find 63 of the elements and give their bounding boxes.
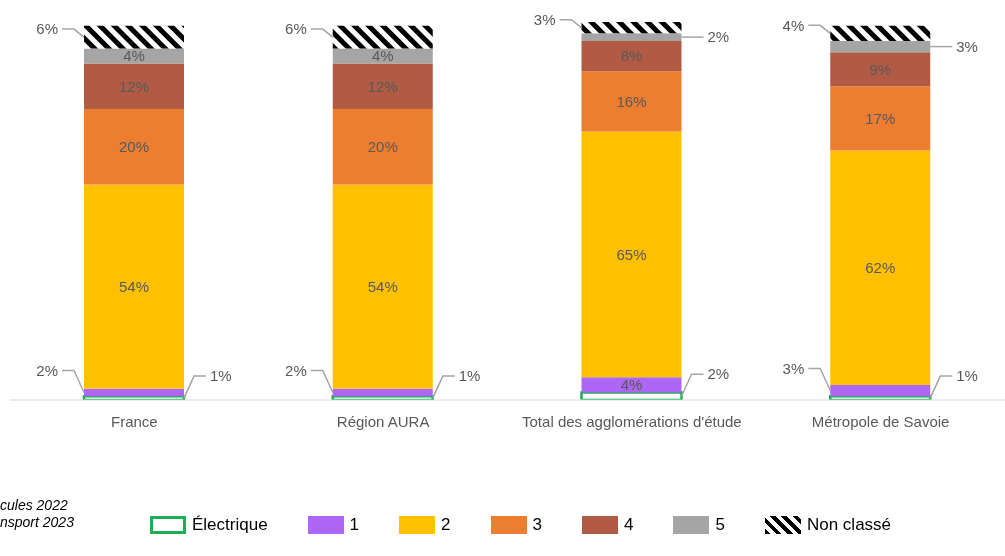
x-tick-label: France bbox=[111, 412, 158, 430]
bar bbox=[830, 52, 931, 87]
data-label: 9% bbox=[869, 60, 892, 78]
bar bbox=[84, 388, 184, 397]
data-label: 4% bbox=[782, 16, 805, 34]
data-label: 16% bbox=[616, 92, 647, 110]
data-label: 1% bbox=[210, 367, 232, 385]
data-label: 6% bbox=[285, 20, 307, 38]
legend-label: 4 bbox=[624, 515, 634, 535]
data-label: 65% bbox=[616, 245, 647, 263]
bar bbox=[830, 384, 931, 397]
bar bbox=[830, 86, 931, 151]
bar bbox=[84, 48, 184, 64]
data-label: 3% bbox=[782, 359, 805, 377]
data-label: 12% bbox=[367, 77, 398, 95]
bar bbox=[581, 131, 682, 378]
bar bbox=[332, 25, 433, 49]
data-label: 20% bbox=[367, 137, 398, 155]
bar bbox=[84, 108, 184, 185]
bar bbox=[332, 108, 433, 185]
data-label: 62% bbox=[865, 258, 896, 276]
data-label: 1% bbox=[956, 367, 978, 385]
legend-label: 1 bbox=[349, 515, 360, 535]
bar bbox=[830, 25, 931, 41]
data-label: 2% bbox=[707, 365, 730, 383]
data-label: 3% bbox=[533, 10, 556, 28]
data-label: 54% bbox=[118, 277, 150, 295]
bar bbox=[84, 184, 184, 389]
data-label: 54% bbox=[367, 277, 398, 295]
bar bbox=[332, 63, 433, 109]
x-tick-label: Région AURA bbox=[336, 412, 430, 430]
legend-label: Non classé bbox=[806, 515, 892, 535]
bar bbox=[332, 388, 433, 397]
text: nsport 2023 bbox=[0, 514, 74, 530]
bar bbox=[84, 63, 184, 109]
data-label: 6% bbox=[36, 20, 58, 38]
data-label: 8% bbox=[620, 47, 643, 65]
data-label: 20% bbox=[118, 137, 150, 155]
data-label: 4% bbox=[620, 376, 643, 394]
bar bbox=[84, 25, 184, 49]
x-tick-label: Total des agglomérations d'étude bbox=[522, 412, 742, 430]
data-label: 2% bbox=[707, 28, 730, 46]
data-label: 4% bbox=[371, 47, 394, 65]
data-label: 3% bbox=[956, 37, 978, 55]
data-label: 12% bbox=[118, 77, 150, 95]
data-label: 4% bbox=[123, 47, 145, 65]
legend-label: 5 bbox=[715, 515, 725, 535]
data-label: 2% bbox=[285, 361, 307, 379]
bar bbox=[830, 150, 931, 385]
bar bbox=[581, 22, 682, 34]
legend-label: Électrique bbox=[192, 515, 268, 535]
x-tick-label: Métropole de Savoie bbox=[811, 412, 950, 430]
legend-label: 2 bbox=[441, 515, 451, 535]
data-label: 17% bbox=[865, 109, 896, 127]
bar bbox=[581, 40, 682, 72]
data-label: 2% bbox=[36, 361, 58, 379]
data-label: 1% bbox=[458, 367, 481, 385]
text: cules 2022 bbox=[0, 497, 68, 513]
bar bbox=[581, 71, 682, 132]
bar bbox=[581, 377, 682, 393]
legend-label: 3 bbox=[532, 515, 543, 535]
bar bbox=[332, 184, 433, 389]
bar bbox=[332, 48, 433, 64]
